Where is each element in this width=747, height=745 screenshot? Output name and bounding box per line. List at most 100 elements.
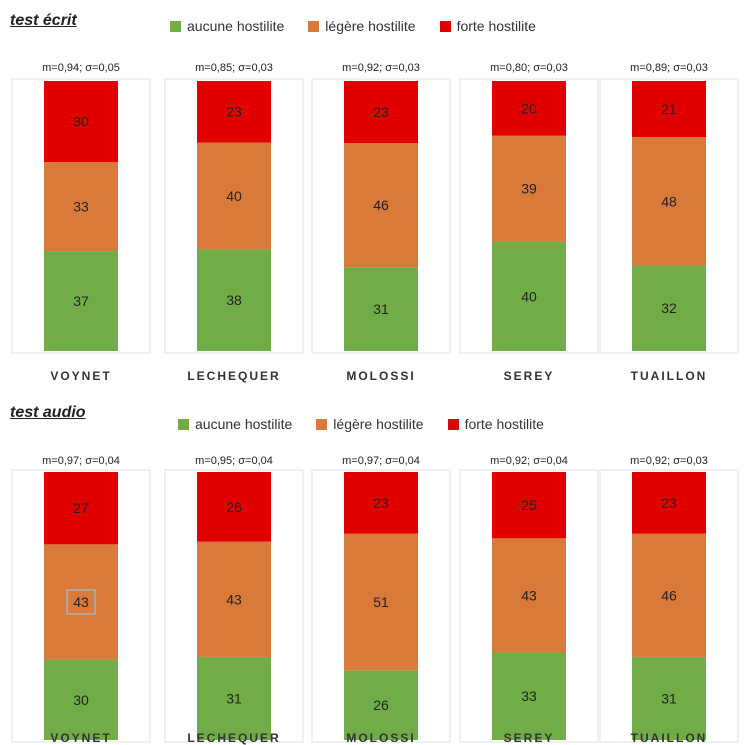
category-label: VOYNET	[50, 369, 111, 383]
data-label-aucune: 40	[521, 288, 537, 304]
chart-title-audio: test audio	[10, 404, 86, 421]
stat-label: m=0,95; σ=0,04	[195, 455, 273, 467]
data-label-forte: 23	[373, 104, 389, 120]
bar-segment-aucune	[344, 267, 418, 351]
legend-label-aucune: aucune hostilite	[195, 416, 293, 432]
category-label: TUAILLON	[631, 369, 708, 383]
legend-audio: aucune hostilite légère hostilite forte …	[178, 416, 568, 432]
bar-segment-forte	[492, 81, 566, 136]
bar-segment-aucune	[197, 656, 271, 740]
data-label-legere: 43	[73, 594, 89, 610]
data-label-forte: 20	[521, 100, 537, 116]
bar-segment-legere	[492, 538, 566, 653]
data-label-aucune: 30	[73, 692, 89, 708]
data-label-legere: 40	[226, 188, 242, 204]
stat-label: m=0,89; σ=0,03	[630, 62, 708, 74]
data-label-aucune: 38	[226, 292, 242, 308]
stat-label: m=0,97; σ=0,04	[42, 455, 120, 467]
legend-ecrit: aucune hostilite légère hostilite forte …	[170, 18, 560, 34]
bar-segment-aucune	[632, 265, 706, 351]
stat-label: m=0,92; σ=0,03	[342, 62, 420, 74]
legend-item-aucune: aucune hostilite	[178, 416, 292, 432]
category-label: VOYNET	[50, 731, 111, 745]
data-label-aucune: 31	[226, 690, 242, 706]
legend-label-forte: forte hostilite	[464, 416, 544, 432]
bar-segment-aucune	[44, 251, 118, 351]
legend-swatch-aucune	[178, 418, 189, 430]
bar-segment-legere	[197, 541, 271, 657]
panel-frame	[164, 469, 304, 743]
category-label: LECHEQUER	[187, 369, 280, 383]
bar-segment-legere	[492, 135, 566, 242]
panel-frame	[164, 78, 304, 354]
legend-item-aucune: aucune hostilite	[170, 18, 284, 34]
data-label-aucune: 31	[661, 690, 677, 706]
bar-segment-forte	[197, 81, 271, 143]
bar-segment-aucune	[197, 249, 271, 351]
bar-segment-forte	[632, 81, 706, 138]
data-label-aucune: 37	[73, 293, 89, 309]
data-label-legere: 43	[226, 591, 242, 607]
data-label-forte: 30	[73, 114, 89, 130]
data-label-aucune: 32	[661, 300, 677, 316]
stat-label: m=0,94; σ=0,05	[42, 62, 120, 74]
data-label-legere: 46	[661, 587, 677, 603]
stat-label: m=0,92; σ=0,03	[630, 455, 708, 467]
bar-segment-legere	[44, 544, 118, 660]
chart-title-ecrit: test écrit	[10, 12, 77, 29]
stat-label: m=0,97; σ=0,04	[342, 455, 420, 467]
data-label-legere: 33	[73, 199, 89, 215]
data-label-aucune: 31	[373, 301, 389, 317]
data-label-legere: 43	[521, 587, 537, 603]
category-label: MOLOSSI	[346, 731, 415, 745]
bar-segment-forte	[44, 472, 118, 545]
panel-frame	[11, 78, 151, 354]
legend-item-legere: légère hostilite	[308, 18, 416, 34]
data-label-forte: 23	[226, 104, 242, 120]
panel-frame	[459, 78, 599, 354]
category-label: SEREY	[504, 369, 555, 383]
data-label-forte: 26	[226, 499, 242, 515]
bar-segment-forte	[632, 472, 706, 534]
bar-segment-legere	[632, 137, 706, 266]
highlight-box	[66, 589, 96, 615]
legend-label-legere: légère hostilite	[325, 18, 416, 34]
bar-segment-legere	[344, 533, 418, 671]
category-label: TUAILLON	[631, 731, 708, 745]
panel-frame	[311, 469, 451, 743]
panel-frame	[311, 78, 451, 354]
bar-segment-legere	[344, 143, 418, 268]
legend-label-aucune: aucune hostilite	[187, 18, 285, 34]
data-label-legere: 48	[661, 193, 677, 209]
bar-segment-forte	[492, 472, 566, 539]
legend-swatch-legere	[316, 418, 328, 430]
panel-frame	[599, 469, 739, 743]
category-label: MOLOSSI	[346, 369, 415, 383]
category-label: LECHEQUER	[187, 731, 280, 745]
bar-segment-legere	[197, 142, 271, 250]
chart-audio: m=0,97; σ=0,04 30 43 27 VOYNET m=0,95; σ=0,04…	[11, 455, 739, 745]
legend-item-legere: légère hostilite	[316, 416, 424, 432]
bar-segment-aucune	[44, 659, 118, 740]
data-label-forte: 27	[73, 500, 89, 516]
panel-frame	[11, 469, 151, 743]
data-label-legere: 51	[373, 594, 389, 610]
panel-frame	[459, 469, 599, 743]
legend-swatch-forte	[439, 20, 451, 32]
legend-swatch-forte	[447, 418, 459, 430]
chart-ecrit: m=0,94; σ=0,05 37 33 30 VOYNET m=0,85; σ=0,03…	[11, 62, 739, 383]
bar-segment-aucune	[344, 670, 418, 740]
legend-swatch-legere	[308, 20, 320, 32]
panel-frame	[599, 78, 739, 354]
bar-segment-forte	[44, 81, 118, 162]
data-label-forte: 21	[661, 101, 677, 117]
bar-segment-forte	[344, 81, 418, 144]
bar-segment-forte	[197, 472, 271, 542]
legend-item-forte: forte hostilite	[439, 18, 536, 34]
data-label-legere: 39	[521, 181, 537, 197]
data-label-aucune: 26	[373, 697, 389, 713]
data-label-aucune: 33	[521, 688, 537, 704]
legend-label-legere: légère hostilite	[333, 416, 424, 432]
stat-label: m=0,80; σ=0,03	[490, 62, 568, 74]
data-label-forte: 25	[521, 497, 537, 513]
